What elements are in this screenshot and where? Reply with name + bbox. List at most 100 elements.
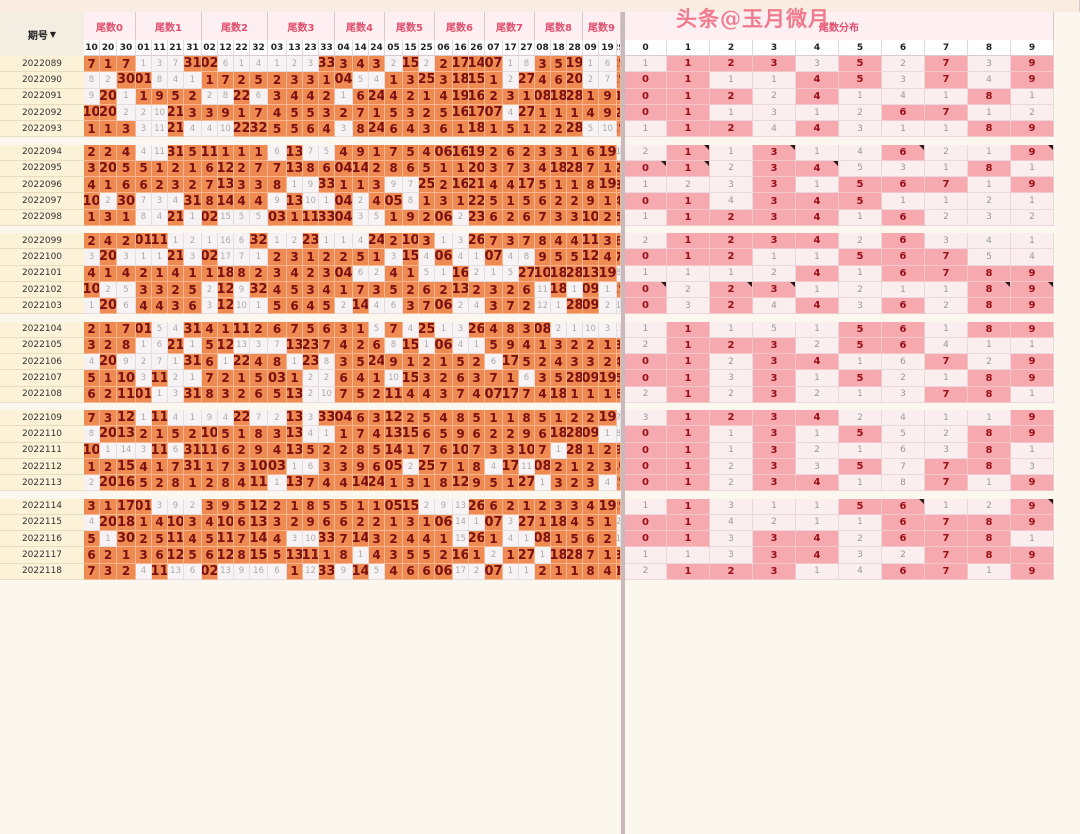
tail-cell: 1 [535,547,551,564]
tail-sub-header: 18 [551,40,567,56]
tail-cell: 4 [485,321,503,338]
period-cell: 2022110 [0,426,84,443]
tail-cell: 3 [369,410,385,427]
tail-cell: 29 [617,56,621,73]
distribution-cell: 7 [925,475,968,492]
tail-cell: 8 [353,442,369,459]
tail-cell: 4 [599,249,617,266]
tail-cell: 8 [268,177,287,194]
tail-cell: 2 [287,514,303,532]
tail-cell: 11 [152,144,168,161]
sort-down-icon[interactable]: ▼ [49,29,57,39]
tail-cell: 1 [335,426,353,443]
distribution-cell: 2 [710,56,753,73]
tail-cell: 17 [469,104,485,122]
tail-cell: 14 [353,298,369,315]
tail-cell: 11 [168,531,184,548]
tail-cell: 30 [117,531,136,548]
tail-cell: 18 [469,121,485,138]
tail-cell: 3 [435,386,453,403]
tail-cell: 30 [117,72,136,89]
tail-cell: 1 [184,475,202,492]
tail-cell: 4 [403,531,419,548]
tail-cell: 4 [369,547,385,564]
distribution-cell: 2 [968,354,1011,371]
distribution-cell: 9 [1011,144,1054,161]
tail-cell: 5 [268,298,287,315]
tail-cell: 1 [353,321,369,338]
tail-cell: 12 [218,160,234,178]
tail-cell: 6 [218,56,234,73]
distribution-cell: 1 [710,442,753,459]
distribution-cell: 1 [667,193,710,210]
tail-cell: 1 [485,531,503,548]
tail-cell: 6 [617,386,621,403]
tail-cell: 1 [100,265,117,282]
tail-cell: 1 [335,233,353,250]
tail-cell: 20 [100,514,117,532]
tail-cell: 4 [453,249,469,266]
tail-sub-header: 21 [168,40,184,56]
tail-cell: 1 [435,321,453,338]
tail-cell: 15 [469,72,485,89]
distribution-cell: 7 [925,249,968,266]
tail-cell: 1 [469,514,485,532]
period-cell: 2022089 [0,56,84,73]
tail-cell: 8 [117,337,136,355]
tail-cell: 07 [485,56,503,73]
tail-cell: 4 [117,144,136,161]
tail-cell: 7 [403,177,419,194]
tail-cell: 1 [136,56,152,73]
tail-cell: 4 [152,209,168,226]
distribution-cell: 1 [839,442,882,459]
distribution-cell: 1 [710,72,753,89]
tail-cell: 19 [599,144,617,161]
distribution-cell: 8 [968,386,1011,403]
distribution-cell: 1 [839,209,882,226]
tail-cell: 2 [419,498,435,515]
tail-cell: 2 [485,144,503,161]
tail-cell: 01 [136,72,152,89]
tail-cell: 3 [152,56,168,73]
tail-cell: 19 [567,56,583,73]
tail-cell: 5 [184,281,202,299]
distribution-cell: 8 [968,298,1011,315]
distribution-cell: 2 [710,249,753,266]
distribution-cell: 2 [710,298,753,315]
tail-group-header-6: 尾数6 [435,12,485,40]
tail-cell: 22 [469,193,485,210]
period-cell: 2022108 [0,386,84,403]
tail-cell: 7 [250,410,268,427]
distribution-cell: 1 [839,386,882,403]
tail-cell: 17 [453,563,469,580]
tail-cell: 1 [485,72,503,89]
distribution-cell: 1 [968,177,1011,194]
period-header[interactable]: 期号 ▼ [0,12,84,56]
tail-cell: 10 [218,121,234,138]
tail-cell: 1 [599,193,617,210]
tail-cell: 12 [117,410,136,427]
tail-cell: 3 [469,370,485,387]
tail-cell: 28 [567,547,583,564]
tail-cell: 3 [268,265,287,282]
tail-cell: 1 [218,321,234,338]
tail-cell: 1 [168,354,184,371]
tail-cell: 3 [184,514,202,532]
tail-cell: 3 [485,281,503,299]
tail-cell: 6 [617,233,621,250]
tail-cell: 10 [303,531,319,548]
tail-cell: 09 [583,281,599,299]
tail-cell: 4 [453,337,469,355]
tail-cell: 1 [136,337,152,355]
distribution-cell: 1 [1011,193,1054,210]
distribution-cell: 2 [667,177,710,194]
tail-cell: 23 [303,354,319,371]
tail-cell: 29 [617,281,621,299]
tail-cell: 1 [202,233,218,250]
tail-cell: 23 [303,337,319,355]
tail-cell: 2 [268,72,287,89]
tail-cell: 2 [303,265,319,282]
tail-cell: 15 [403,56,419,73]
distribution-cell: 1 [925,281,968,299]
tail-cell: 13 [287,410,303,427]
